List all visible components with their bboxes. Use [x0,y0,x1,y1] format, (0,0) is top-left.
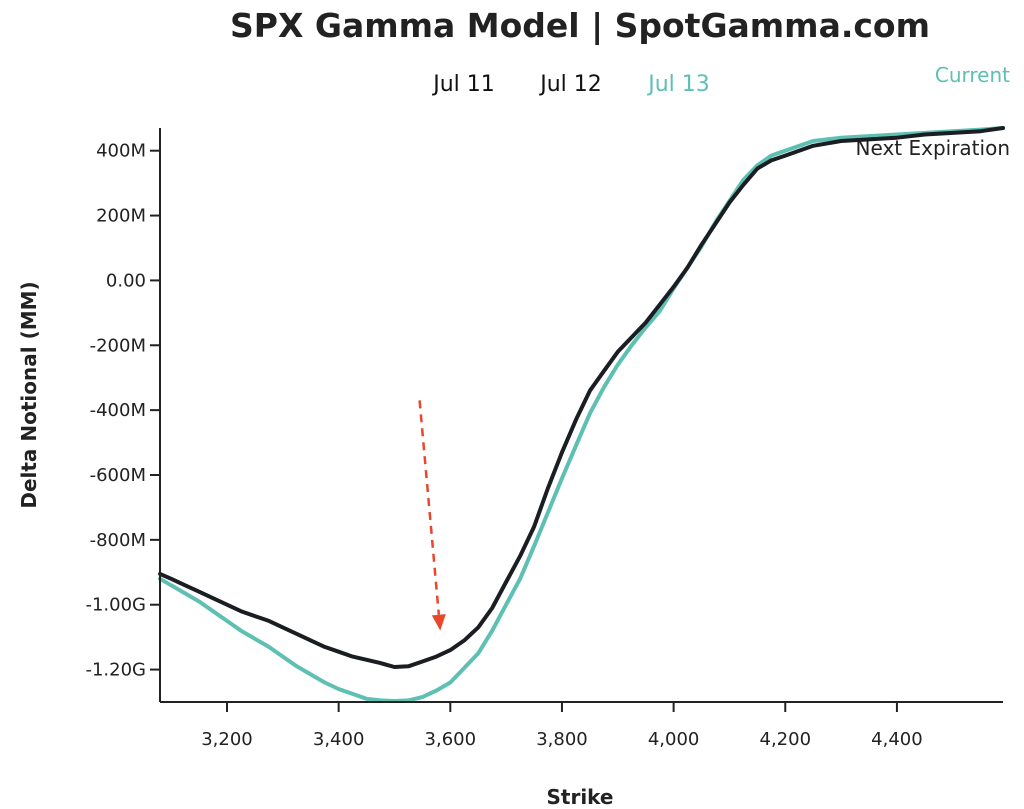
legend-entry-jul-12[interactable]: Jul 12 [538,72,602,97]
series-label-current: Current [935,63,1010,87]
y-tick-label: -200M [90,335,146,356]
x-tick-label: 3,400 [313,729,365,750]
series-line-next-expiration [158,126,1005,669]
series-line-current [158,126,1005,703]
legend: Jul 11 Jul 12 Jul 13 [431,72,710,97]
annotation-arrow-shaft [418,400,441,615]
x-tick-label: 4,000 [648,729,700,750]
y-tick-label: -800M [90,530,146,551]
y-tick-label: 400M [96,141,146,162]
x-axis: 3,200 3,400 3,600 3,800 4,000 4,200 4,400 [160,701,1003,750]
y-tick-label: 200M [96,206,146,227]
x-tick-label: 3,600 [425,729,477,750]
x-tick-label: 4,200 [760,729,812,750]
y-axis: 400M 200M 0.00 -200M -400M -600M -800M -1.00G -1… [85,128,161,702]
x-tick-label: 3,200 [201,729,253,750]
y-tick-label: -1.00G [85,595,146,616]
x-tick-label: 4,400 [871,729,923,750]
y-tick-label: -400M [90,400,146,421]
y-axis-title: Delta Notional (MM) [17,281,41,508]
plot-area [158,126,1005,703]
legend-entry-jul-11[interactable]: Jul 11 [431,72,495,97]
annotation-arrow-head [431,614,446,631]
y-tick-label: -1.20G [85,660,146,681]
chart-title: SPX Gamma Model | SpotGamma.com [230,6,930,45]
x-tick-label: 3,800 [536,729,588,750]
y-tick-label: 0.00 [106,270,146,291]
x-axis-title: Strike [546,785,613,809]
legend-entry-jul-13[interactable]: Jul 13 [646,72,710,97]
y-tick-label: -600M [90,465,146,486]
